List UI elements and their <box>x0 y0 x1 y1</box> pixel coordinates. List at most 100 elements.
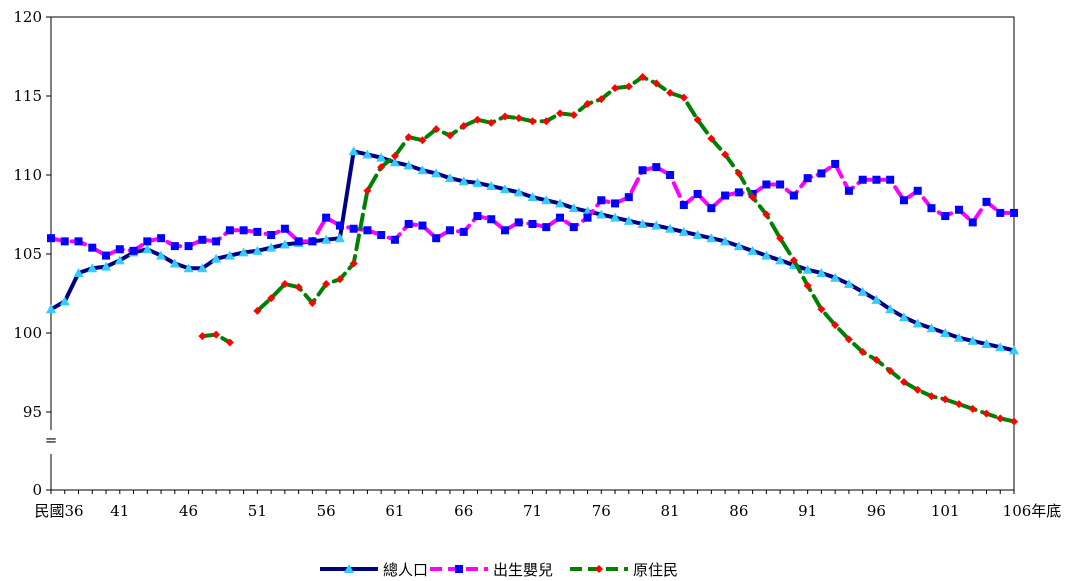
data-point-total-population <box>995 342 1006 352</box>
data-point-indigenous <box>858 347 867 356</box>
data-point-indigenous <box>913 385 922 394</box>
data-point-births <box>308 237 317 246</box>
data-point-births <box>941 212 950 221</box>
data-point-births <box>487 215 496 224</box>
data-point-total-population <box>513 187 524 197</box>
data-point-total-population <box>458 176 469 186</box>
data-point-indigenous <box>212 330 221 339</box>
data-point-indigenous <box>404 133 413 142</box>
data-point-total-population <box>238 247 249 257</box>
data-point-total-population <box>720 236 731 246</box>
x-tick-label: 101 <box>931 502 960 520</box>
data-point-total-population <box>73 267 84 277</box>
data-point-total-population <box>87 263 98 273</box>
data-point-births <box>1010 208 1018 217</box>
x-tick-label: 96 <box>867 502 886 520</box>
data-point-total-population <box>953 332 964 342</box>
data-point-indigenous <box>707 134 716 143</box>
data-point-births <box>583 213 592 222</box>
data-point-births <box>679 201 688 210</box>
x-tick-label: 66 <box>454 502 473 520</box>
x-tick-label: 46 <box>179 502 198 520</box>
data-point-indigenous <box>817 305 826 314</box>
data-point-births <box>74 237 83 246</box>
data-point-total-population <box>1009 345 1019 355</box>
data-point-total-population <box>348 146 359 156</box>
data-point-indigenous <box>872 355 881 364</box>
data-point-total-population <box>266 242 277 252</box>
data-point-births <box>157 234 166 243</box>
data-point-total-population <box>156 250 167 260</box>
data-point-total-population <box>279 239 290 249</box>
data-point-total-population <box>224 250 235 260</box>
data-point-total-population <box>802 264 813 274</box>
data-point-total-population <box>761 250 772 260</box>
data-point-total-population <box>651 220 662 230</box>
data-point-births <box>528 219 537 228</box>
data-point-births <box>514 218 523 227</box>
data-point-births <box>886 175 895 184</box>
data-point-births <box>294 237 303 246</box>
data-point-total-population <box>101 261 112 271</box>
data-point-total-population <box>362 149 373 159</box>
x-tick-label: 91 <box>798 502 817 520</box>
data-point-indigenous <box>418 136 427 145</box>
data-point-births <box>267 231 276 240</box>
data-point-total-population <box>431 168 442 178</box>
data-point-total-population <box>637 218 648 228</box>
data-point-births <box>996 208 1005 217</box>
data-point-indigenous <box>762 210 771 219</box>
data-point-indigenous <box>734 169 743 178</box>
data-point-births <box>927 204 936 213</box>
x-tick-label: 71 <box>523 502 542 520</box>
x-tick-label: 56 <box>317 502 336 520</box>
data-point-indigenous <box>500 112 509 121</box>
data-point-births <box>569 223 578 232</box>
data-point-indigenous <box>789 256 798 265</box>
data-point-total-population <box>692 230 703 240</box>
data-point-births <box>954 205 963 214</box>
axis-break-gap <box>48 430 54 454</box>
data-point-indigenous <box>294 283 303 292</box>
data-point-total-population <box>706 233 717 243</box>
data-point-births <box>734 188 743 197</box>
data-point-total-population <box>376 152 387 162</box>
data-point-indigenous <box>390 152 399 161</box>
data-point-indigenous <box>844 335 853 344</box>
data-point-indigenous <box>225 338 234 347</box>
x-tick-label: 81 <box>661 502 680 520</box>
data-point-total-population <box>183 263 194 273</box>
data-point-births <box>60 237 69 246</box>
data-point-indigenous <box>693 115 702 124</box>
data-point-total-population <box>417 165 428 175</box>
data-point-births <box>473 212 482 221</box>
data-point-indigenous <box>556 109 565 118</box>
data-point-total-population <box>142 244 153 254</box>
data-point-total-population <box>568 203 579 213</box>
data-point-total-population <box>321 234 332 244</box>
legend-label-total-population: 總人口 <box>383 561 428 579</box>
data-point-indigenous <box>831 321 840 330</box>
data-point-births <box>349 224 358 233</box>
data-point-indigenous <box>996 414 1005 423</box>
data-point-births <box>721 191 730 200</box>
data-point-indigenous <box>652 79 661 88</box>
data-point-births <box>762 180 771 189</box>
data-point-births <box>143 237 152 246</box>
y-tick-label: 0 <box>32 481 42 499</box>
data-point-total-population <box>857 286 868 296</box>
data-point-total-population <box>830 272 841 282</box>
data-point-indigenous <box>280 280 289 289</box>
data-point-births <box>404 219 413 228</box>
data-point-total-population <box>816 267 827 277</box>
data-point-indigenous <box>611 84 620 93</box>
x-tick-label: 86 <box>729 502 748 520</box>
data-point-total-population <box>499 184 510 194</box>
data-point-indigenous <box>666 88 675 97</box>
x-tick-label: 41 <box>110 502 129 520</box>
data-point-births <box>803 174 812 183</box>
data-point-indigenous <box>899 377 908 386</box>
data-point-indigenous <box>638 73 647 82</box>
data-point-births <box>115 245 124 254</box>
data-point-births <box>666 171 675 179</box>
